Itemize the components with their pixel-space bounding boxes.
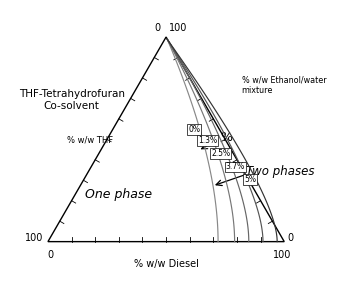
Text: % w/w THF: % w/w THF xyxy=(67,135,113,144)
Text: Two phases: Two phases xyxy=(246,166,315,178)
Text: 0: 0 xyxy=(154,23,160,33)
Text: 0: 0 xyxy=(47,250,53,260)
Text: 0: 0 xyxy=(288,233,294,243)
Text: % w/w Ethanol/water
mixture: % w/w Ethanol/water mixture xyxy=(242,76,326,95)
Text: 100: 100 xyxy=(169,23,187,33)
Text: 100: 100 xyxy=(25,233,43,243)
Text: One phase: One phase xyxy=(85,188,152,201)
Text: % w/w Diesel: % w/w Diesel xyxy=(134,259,199,269)
Text: 0%: 0% xyxy=(188,125,200,134)
Text: 2.5%: 2.5% xyxy=(211,149,230,158)
Text: %: % xyxy=(220,131,233,144)
Text: THF-Tetrahydrofuran
Co-solvent: THF-Tetrahydrofuran Co-solvent xyxy=(19,89,125,111)
Text: 5%: 5% xyxy=(244,175,256,184)
Text: 3.7%: 3.7% xyxy=(226,162,245,171)
Text: 1.3%: 1.3% xyxy=(198,136,217,145)
Text: 100: 100 xyxy=(273,250,291,260)
